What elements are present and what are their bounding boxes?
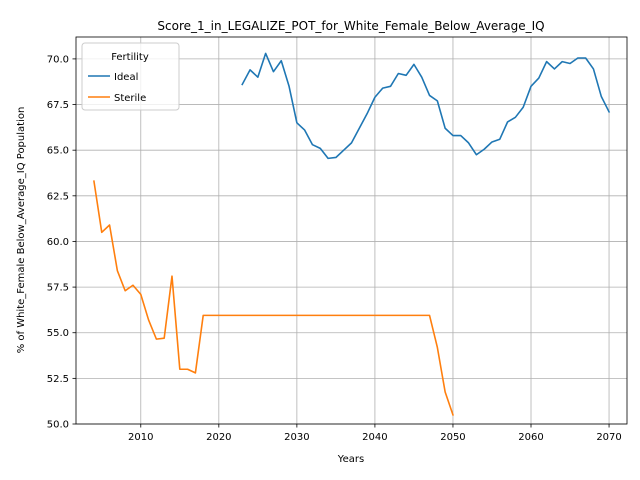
x-tick-label: 2020 [206,432,231,443]
y-tick-label: 60.0 [47,237,69,248]
legend: Fertility Ideal Sterile [81,42,180,111]
y-tick-label: 67.5 [47,100,69,111]
y-tick-label: 65.0 [47,146,69,157]
x-tick-label: 2070 [596,432,621,443]
y-tick-label: 52.5 [47,374,69,385]
series-line-ideal [241,52,611,160]
y-tick-label: 62.5 [47,191,69,202]
x-axis-title: Years [337,454,364,465]
x-tick-label: 2040 [362,432,387,443]
y-tick-label: 70.0 [47,54,69,65]
x-tick-label: 2030 [284,432,309,443]
ticks: 2010 2020 2030 2040 2050 2060 2070 50.0 52.5 55.0… [47,54,622,443]
y-tick-label: 55.0 [47,328,69,339]
y-tick-label: 50.0 [47,420,69,431]
plot-frame [75,36,628,425]
chart-title: Score_1_in_LEGALIZE_POT_for_White_Female… [157,19,544,33]
legend-label-sterile: Sterile [114,93,146,104]
x-tick-label: 2050 [440,432,465,443]
x-tick-label: 2060 [518,432,543,443]
x-tick-label: 2010 [128,432,153,443]
legend-label-ideal: Ideal [114,72,138,83]
y-axis-title: % of White_Female Below_Average_IQ Popul… [16,107,27,354]
legend-title: Fertility [111,52,149,63]
series-layer [93,52,611,416]
legend-box [81,42,180,111]
y-tick-label: 57.5 [47,283,69,294]
series-line-sterile [93,180,454,416]
